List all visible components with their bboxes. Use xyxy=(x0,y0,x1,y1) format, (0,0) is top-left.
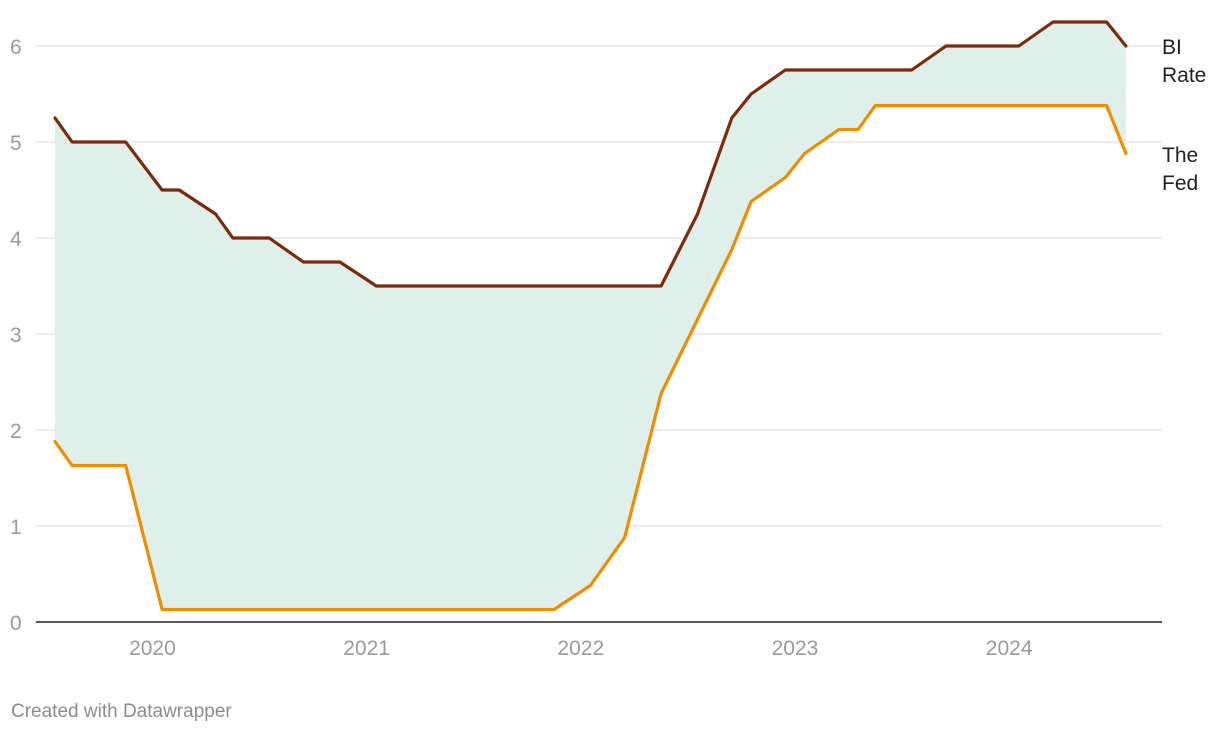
y-tick-label-0: 0 xyxy=(10,612,22,635)
series-line-bi-rate xyxy=(53,20,1128,288)
x-tick-label-2023: 2023 xyxy=(772,637,819,660)
series-line-the-fed xyxy=(53,103,1128,612)
y-tick-label-2: 2 xyxy=(10,420,22,443)
y-tick-label-3: 3 xyxy=(10,324,22,347)
x-tick-label-2024: 2024 xyxy=(986,637,1033,660)
footer-credit: Created with Datawrapper xyxy=(11,701,232,722)
series-label-the-fed-line-1: The xyxy=(1162,144,1198,167)
y-tick-label-4: 4 xyxy=(10,228,22,251)
x-tick-label-2022: 2022 xyxy=(557,637,604,660)
x-tick-label-2021: 2021 xyxy=(343,637,390,660)
rate-gap-band xyxy=(55,22,1126,610)
series-labels: BI Rate The Fed xyxy=(1162,36,1206,195)
x-axis-ticks: 2020 2021 2022 2023 2024 xyxy=(129,637,1033,660)
x-tick-label-2020: 2020 xyxy=(129,637,176,660)
series-label-the-fed-line-2: Fed xyxy=(1162,172,1198,195)
y-tick-label-5: 5 xyxy=(10,132,22,155)
y-axis-ticks: 0 1 2 3 4 5 6 xyxy=(10,36,22,635)
series-label-bi-rate-line-2: Rate xyxy=(1162,64,1206,87)
y-tick-label-1: 1 xyxy=(10,516,22,539)
y-tick-label-6: 6 xyxy=(10,36,22,59)
series-label-bi-rate-line-1: BI xyxy=(1162,36,1182,59)
